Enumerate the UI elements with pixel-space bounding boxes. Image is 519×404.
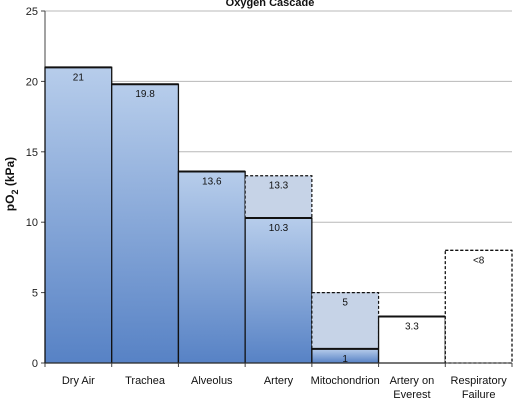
x-tick-label-line: Artery xyxy=(264,375,294,387)
x-tick-label: Trachea xyxy=(125,375,166,387)
data-label: 5 xyxy=(342,298,348,309)
bar-range xyxy=(311,292,380,350)
y-axis-label-main: pO xyxy=(3,195,17,212)
bar xyxy=(244,217,313,364)
y-axis-label-unit: (kPa) xyxy=(3,157,17,190)
y-tick-label: 5 xyxy=(32,288,38,300)
data-label: 13.3 xyxy=(269,181,289,192)
y-tick-label: 10 xyxy=(26,217,38,229)
x-axis: Dry Air Trachea Alveolus Artery Mitochondrio… xyxy=(44,362,513,401)
x-tick-label-line: Trachea xyxy=(125,375,166,387)
y-tick-label: 25 xyxy=(26,6,38,18)
data-label: 13.6 xyxy=(202,177,222,188)
x-tick-label: Mitochondrion xyxy=(311,375,380,387)
y-axis-label-subscript: 2 xyxy=(10,190,20,195)
data-label: 1 xyxy=(342,354,348,365)
x-tick-label: Dry Air xyxy=(62,375,95,387)
data-label: 19.8 xyxy=(135,89,155,100)
data-label: 21 xyxy=(73,72,85,83)
x-tick-label-line: Everest xyxy=(393,389,430,401)
bar xyxy=(177,170,246,364)
x-tick-label-line: Dry Air xyxy=(62,375,95,387)
x-tick-label: Artery on Everest xyxy=(390,375,435,401)
bar xyxy=(44,66,113,364)
data-label: 10.3 xyxy=(269,223,289,234)
bar xyxy=(377,315,446,364)
y-tick-label: 0 xyxy=(32,358,38,370)
data-label: <8 xyxy=(473,255,485,266)
x-tick-label-line: Artery on xyxy=(390,375,435,387)
x-tick-label-line: Alveolus xyxy=(191,375,233,387)
y-tick-label: 20 xyxy=(26,76,38,88)
x-tick-label-line: Mitochondrion xyxy=(311,375,380,387)
x-tick-label-line: Respiratory xyxy=(451,375,508,387)
bar xyxy=(111,83,180,364)
y-axis-label: pO2 (kPa) xyxy=(3,157,20,211)
y-axis: 0 5 10 15 20 25 xyxy=(26,6,46,370)
x-tick-label: Respiratory Failure xyxy=(451,375,508,401)
x-tick-label: Artery xyxy=(264,375,294,387)
bar-range xyxy=(244,175,313,219)
bar xyxy=(444,249,513,364)
chart-title: Oxygen Cascade xyxy=(226,0,315,9)
x-tick-label-line: Failure xyxy=(462,389,496,401)
data-label: 3.3 xyxy=(405,322,419,333)
x-tick-label: Alveolus xyxy=(191,375,233,387)
y-tick-label: 15 xyxy=(26,147,38,159)
